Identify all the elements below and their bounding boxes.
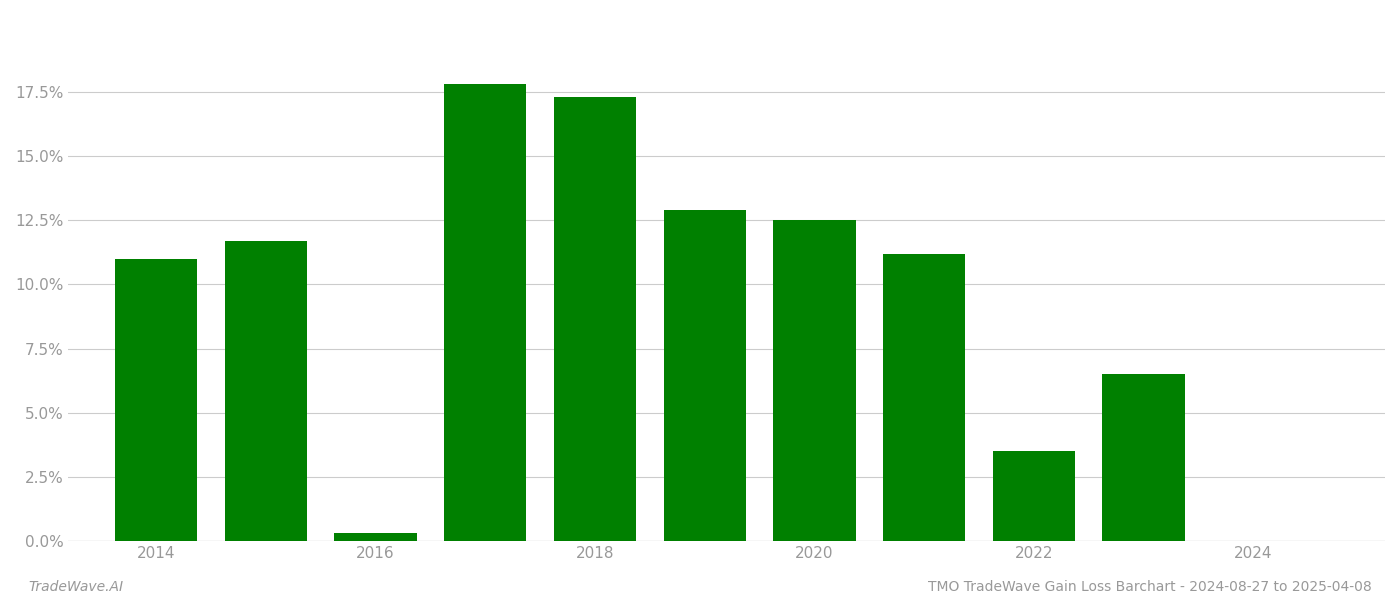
Bar xyxy=(115,259,197,541)
Bar xyxy=(664,210,746,541)
Bar xyxy=(1102,374,1184,541)
Text: TradeWave.AI: TradeWave.AI xyxy=(28,580,123,594)
Bar xyxy=(335,533,417,541)
Bar xyxy=(773,220,855,541)
Bar xyxy=(993,451,1075,541)
Text: TMO TradeWave Gain Loss Barchart - 2024-08-27 to 2025-04-08: TMO TradeWave Gain Loss Barchart - 2024-… xyxy=(928,580,1372,594)
Bar xyxy=(444,84,526,541)
Bar xyxy=(224,241,307,541)
Bar xyxy=(554,97,636,541)
Bar xyxy=(883,254,965,541)
